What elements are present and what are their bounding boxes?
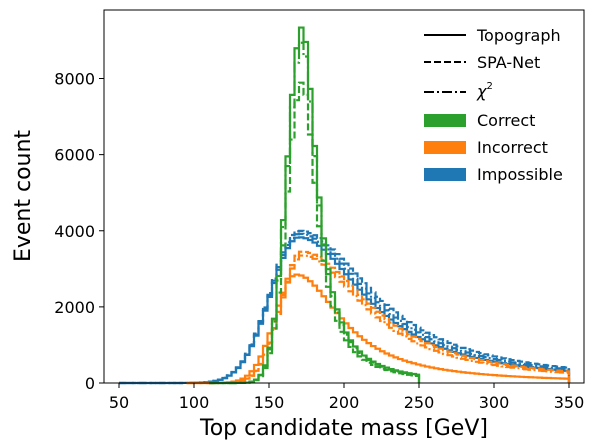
legend-label-impossible: Impossible xyxy=(477,165,563,184)
axis-ticks: 50 100 150 200 250 300 350 0 2000 4000 6000 8000 xyxy=(54,70,584,412)
legend-label-topograph: Topograph xyxy=(476,26,561,45)
x-axis-label: Top candidate mass [GeV] xyxy=(199,416,488,441)
y-tick-label: 8000 xyxy=(54,70,95,89)
x-tick-label: 200 xyxy=(329,393,360,412)
legend-label-correct: Correct xyxy=(477,111,535,130)
legend-swatch-correct xyxy=(424,114,466,127)
y-tick-label: 4000 xyxy=(54,222,95,241)
x-tick-label: 300 xyxy=(479,393,510,412)
x-tick-label: 100 xyxy=(179,393,210,412)
legend-label-spanet: SPA-Net xyxy=(477,53,540,72)
series-incorrect-dashdot xyxy=(186,254,571,385)
legend-label-chi2: χ2 xyxy=(476,81,493,101)
y-tick-label: 2000 xyxy=(54,298,95,317)
legend-swatch-impossible xyxy=(424,168,466,181)
x-tick-label: 50 xyxy=(109,393,129,412)
x-tick-label: 250 xyxy=(404,393,435,412)
series-layer xyxy=(119,26,571,385)
y-axis-label: Event count xyxy=(11,130,36,262)
x-tick-label: 350 xyxy=(554,393,585,412)
legend: Topograph SPA-Net χ2 Correct Incorrect I… xyxy=(424,26,563,184)
legend-label-chi2-symbol: χ xyxy=(476,82,487,101)
legend-swatch-incorrect xyxy=(424,141,466,154)
series-incorrect-solid xyxy=(186,273,571,385)
x-tick-label: 150 xyxy=(254,393,285,412)
legend-label-incorrect: Incorrect xyxy=(477,138,548,157)
series-incorrect-dashed xyxy=(186,250,571,385)
legend-label-chi2-superscript: 2 xyxy=(486,81,492,92)
y-tick-label: 6000 xyxy=(54,146,95,165)
series-impossible-dashed xyxy=(119,229,571,385)
y-tick-label: 0 xyxy=(85,374,95,393)
series-correct-solid xyxy=(209,26,421,385)
